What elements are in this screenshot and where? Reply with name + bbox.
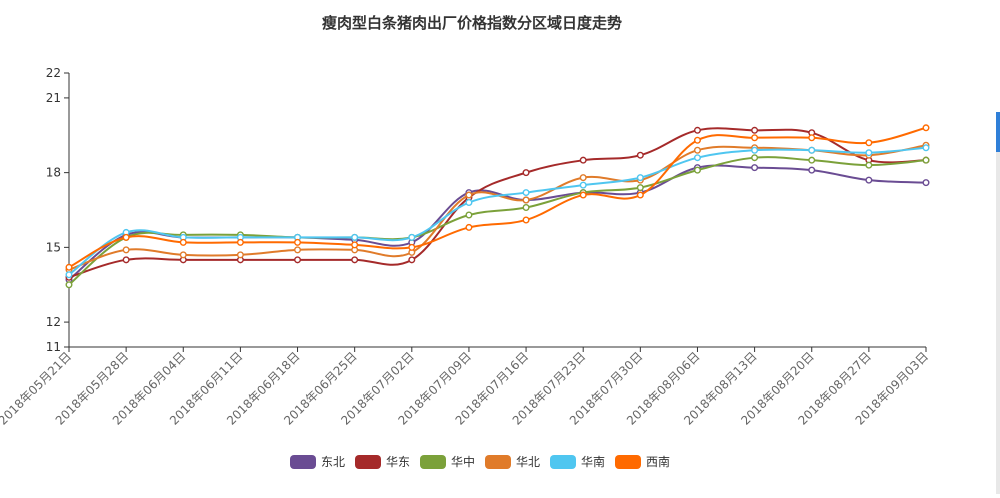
data-point[interactable] <box>922 124 930 132</box>
data-point[interactable] <box>922 156 930 164</box>
y-tick-label: 22 <box>46 66 61 80</box>
data-point[interactable] <box>351 241 359 249</box>
legend-label: 西南 <box>646 454 670 469</box>
legend-label: 华南 <box>581 454 605 469</box>
legend-item[interactable]: 华东 <box>355 455 410 469</box>
data-point[interactable] <box>751 154 759 162</box>
data-point[interactable] <box>808 156 816 164</box>
y-tick-label: 21 <box>46 91 61 105</box>
legend-item[interactable]: 华中 <box>420 454 475 469</box>
y-tick-label: 15 <box>46 240 61 254</box>
data-point[interactable] <box>351 233 359 241</box>
data-point[interactable] <box>865 149 873 157</box>
data-point[interactable] <box>579 181 587 189</box>
series-2 <box>65 154 930 289</box>
data-point[interactable] <box>865 161 873 169</box>
legend-item[interactable]: 东北 <box>290 455 345 469</box>
legend-swatch <box>615 455 641 469</box>
data-point[interactable] <box>693 126 701 134</box>
data-point[interactable] <box>465 191 473 199</box>
data-point[interactable] <box>922 179 930 187</box>
data-point[interactable] <box>751 146 759 154</box>
legend-label: 东北 <box>321 455 345 469</box>
page-scrollbar-track[interactable] <box>996 112 1000 494</box>
data-point[interactable] <box>65 271 73 279</box>
data-point[interactable] <box>865 139 873 147</box>
legend-item[interactable]: 华北 <box>485 455 540 469</box>
data-point[interactable] <box>636 191 644 199</box>
data-point[interactable] <box>294 256 302 264</box>
data-point[interactable] <box>122 256 130 264</box>
legend-label: 华北 <box>516 455 540 469</box>
data-point[interactable] <box>808 166 816 174</box>
legend[interactable]: 东北 华东 华中 华北 华南 西南 <box>290 454 670 469</box>
data-point[interactable] <box>122 246 130 254</box>
data-point[interactable] <box>522 169 530 177</box>
y-tick-label: 12 <box>46 315 61 329</box>
data-point[interactable] <box>693 154 701 162</box>
data-point[interactable] <box>179 251 187 259</box>
page-scrollbar-thumb[interactable] <box>996 112 1000 152</box>
data-point[interactable] <box>808 134 816 142</box>
data-point[interactable] <box>808 146 816 154</box>
data-point[interactable] <box>636 151 644 159</box>
data-point[interactable] <box>65 281 73 289</box>
data-point[interactable] <box>693 146 701 154</box>
data-point[interactable] <box>922 144 930 152</box>
legend-item[interactable]: 西南 <box>615 454 670 469</box>
data-point[interactable] <box>236 238 244 246</box>
data-point[interactable] <box>579 174 587 182</box>
legend-item[interactable]: 华南 <box>550 454 605 469</box>
data-point[interactable] <box>465 223 473 231</box>
data-point[interactable] <box>408 256 416 264</box>
data-point[interactable] <box>693 166 701 174</box>
y-tick-label: 11 <box>46 340 61 354</box>
legend-swatch <box>485 455 511 469</box>
legend-swatch <box>355 455 381 469</box>
legend-label: 华中 <box>451 454 475 469</box>
data-point[interactable] <box>122 233 130 241</box>
legend-swatch <box>290 455 316 469</box>
data-point[interactable] <box>693 136 701 144</box>
data-point[interactable] <box>751 164 759 172</box>
axes: 1112151821222018年05月21日2018年05月28日2018年0… <box>0 66 931 428</box>
series-line <box>68 156 927 286</box>
series-line <box>68 126 927 269</box>
series-line <box>68 144 927 271</box>
data-point[interactable] <box>294 246 302 254</box>
legend-swatch <box>550 455 576 469</box>
data-point[interactable] <box>236 251 244 259</box>
legend-label: 华东 <box>386 455 410 469</box>
data-point[interactable] <box>408 233 416 241</box>
data-point[interactable] <box>351 256 359 264</box>
y-tick-label: 18 <box>46 166 61 180</box>
data-point[interactable] <box>579 156 587 164</box>
data-point[interactable] <box>522 189 530 197</box>
data-point[interactable] <box>636 184 644 192</box>
legend-swatch <box>420 455 446 469</box>
series-layer <box>65 124 930 289</box>
data-point[interactable] <box>408 243 416 251</box>
chart-title: 瘦肉型白条猪肉出厂价格指数分区域日度走势 <box>322 14 622 32</box>
series-line <box>68 127 927 279</box>
data-point[interactable] <box>751 126 759 134</box>
data-point[interactable] <box>465 211 473 219</box>
series-4 <box>65 144 930 279</box>
data-point[interactable] <box>65 263 73 271</box>
data-point[interactable] <box>522 216 530 224</box>
series-line <box>68 146 927 276</box>
data-point[interactable] <box>865 176 873 184</box>
data-point[interactable] <box>579 191 587 199</box>
series-3 <box>65 141 930 274</box>
series-5 <box>65 124 930 271</box>
data-point[interactable] <box>465 199 473 207</box>
data-point[interactable] <box>636 174 644 182</box>
data-point[interactable] <box>179 238 187 246</box>
data-point[interactable] <box>522 196 530 204</box>
data-point[interactable] <box>294 238 302 246</box>
data-point[interactable] <box>751 134 759 142</box>
data-point[interactable] <box>522 204 530 212</box>
